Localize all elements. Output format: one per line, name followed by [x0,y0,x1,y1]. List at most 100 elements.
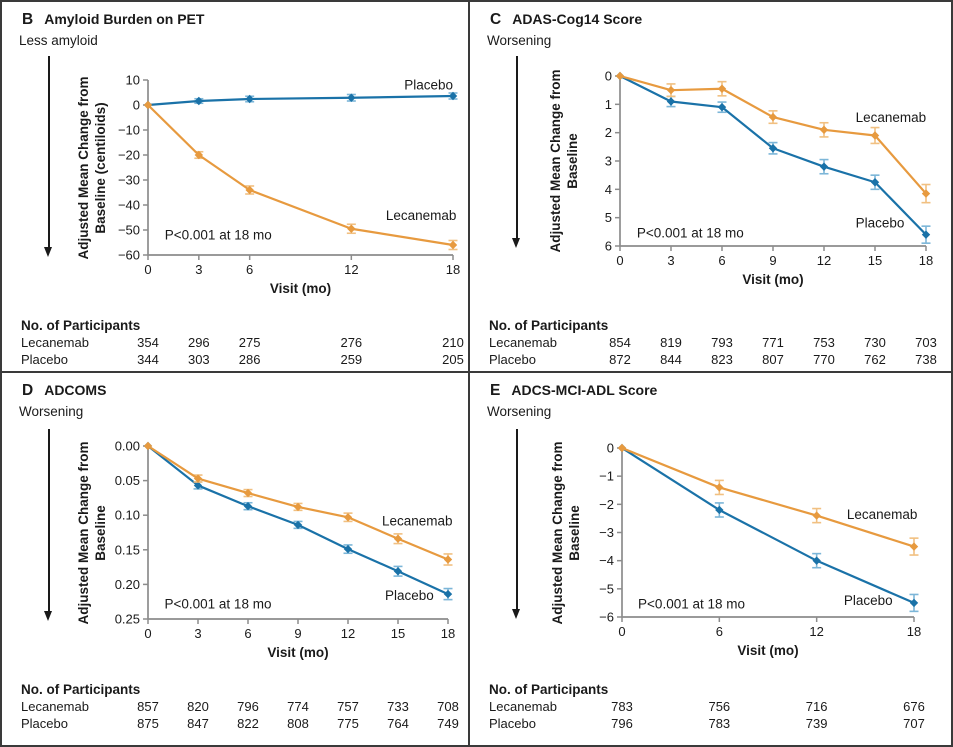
participant-count: 844 [660,351,682,367]
participant-count: 296 [187,335,210,350]
panel-e-header: E ADCS-MCI-ADL Score [490,382,657,400]
series-markers-placebo [615,71,931,239]
down-arrow-stem [48,56,50,249]
x-axis-ticks: 0 3 6 9 12 15 18 [616,246,933,268]
series-markers-lecanemab [615,71,931,198]
data-point-marker [812,556,821,565]
down-arrow-head [44,611,53,621]
participant-count: 354 [137,335,159,350]
y-tick-label: −30 [118,173,140,188]
participants-row-label: Placebo [489,715,536,731]
participant-count: 738 [915,351,937,367]
x-axis-label: Visit (mo) [742,272,804,287]
data-point-marker [347,224,356,233]
series-label-lecanemab: Lecanemab [856,110,927,125]
y-axis-ticks: 0 1 2 3 4 5 6 [605,69,620,254]
data-point-marker [443,589,453,599]
x-tick-label: 6 [718,253,725,268]
participant-count: 793 [711,335,733,350]
y-tick-label: −50 [118,223,140,238]
line-chart-amyloid-pet: 10 0 −10 −20 −30 −40 −50 −60 0 3 6 12 18 Placebo Lecan… [118,73,460,278]
down-arrow-stem [48,429,50,613]
x-tick-label: 9 [769,253,776,268]
y-axis-ticks: 0.00 0.05 0.10 0.15 0.20 0.25 [115,439,148,627]
p-value-annotation: P<0.001 at 18 mo [638,597,745,612]
x-tick-label: 0 [144,262,151,277]
data-point-marker [448,91,458,101]
x-tick-label: 6 [244,626,251,641]
y-tick-label: 0.10 [115,508,140,523]
participant-count: 210 [442,335,464,350]
data-point-marker [812,511,821,520]
data-point-marker [921,230,931,239]
data-point-marker [717,102,727,112]
panel-letter: D [22,382,34,399]
data-point-marker [293,502,303,512]
participant-count: 819 [660,335,682,350]
series-markers-lecanemab [143,441,453,564]
participant-count: 775 [337,715,359,731]
participant-count: 757 [337,699,359,714]
x-tick-label: 6 [246,262,253,277]
data-point-marker [715,483,724,492]
panel-title: Amyloid Burden on PET [44,11,205,27]
down-arrow-head [512,609,521,619]
participant-count: 275 [238,335,261,350]
series-markers-lecanemab [143,100,458,250]
participant-count: 739 [805,715,828,731]
y-tick-label: 0.20 [115,577,140,592]
y-tick-label: 10 [126,73,140,88]
participant-count: 783 [708,715,731,731]
participants-row-label: Placebo [21,351,68,367]
participant-count: 823 [711,351,733,367]
x-axis-ticks: 0 6 12 18 [618,617,921,639]
panel-letter: B [22,11,34,28]
series-line-lecanemab [621,446,915,548]
participant-count: 259 [340,351,363,367]
data-point-marker [448,240,458,250]
participant-count: 796 [237,699,259,714]
y-tick-label: −20 [118,148,140,163]
y-axis-ticks: 10 0 −10 −20 −30 −40 −50 −60 [118,73,148,263]
data-point-marker [921,189,931,198]
participants-row-label: Lecanemab [489,335,557,350]
x-axis-label: Visit (mo) [269,281,332,296]
y-tick-label: −4 [599,553,614,568]
series-label-lecanemab: Lecanemab [382,514,453,529]
participants-header: No. of Participants [21,318,141,333]
direction-label: Worsening [487,33,552,48]
participant-count: 276 [340,335,363,350]
x-tick-label: 18 [907,624,921,639]
participant-count: 770 [813,351,835,367]
series-line-placebo [619,75,927,236]
data-point-marker [293,520,303,530]
participant-count: 847 [187,715,209,731]
x-tick-label: 15 [868,253,882,268]
y-axis-ticks: 0 −1 −2 −3 −4 −5 −6 [599,441,622,625]
participant-count: 764 [387,715,409,731]
x-tick-label: 12 [817,253,831,268]
y-tick-label: −6 [599,610,614,625]
y-tick-label: −2 [599,497,614,512]
y-tick-label: 0 [605,69,612,84]
data-point-marker [194,150,204,160]
data-point-marker [717,84,727,93]
data-point-marker [393,567,403,576]
y-tick-label: 6 [605,239,612,254]
line-chart-adcs-mci-adl: 0 −1 −2 −3 −4 −5 −6 0 6 12 18 Placebo Lecanemab P<0.0… [599,441,921,640]
participant-count: 205 [442,351,464,367]
panel-b-amyloid-pet: B Amyloid Burden on PET Less amyloid Adj… [2,2,470,373]
x-axis-label: Visit (mo) [267,645,329,660]
participant-count: 733 [387,699,409,714]
panel-title: ADCOMS [44,382,107,398]
direction-label: Less amyloid [19,33,98,48]
y-tick-label: 0.05 [115,473,140,488]
data-point-marker [243,502,253,511]
participants-row-label: Placebo [489,351,536,367]
error-bars-lecanemab [666,80,931,204]
data-point-marker [870,131,880,140]
x-axis-label: Visit (mo) [737,643,799,658]
x-tick-label: 3 [195,262,202,277]
participant-count: 857 [137,699,159,714]
